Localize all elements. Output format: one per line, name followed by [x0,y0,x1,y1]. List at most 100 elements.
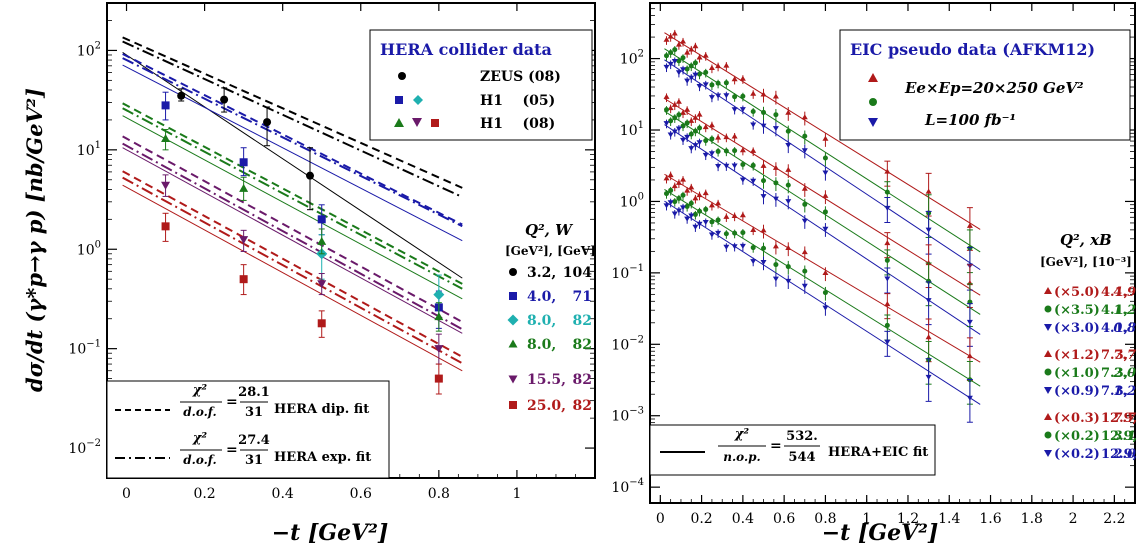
data-point [715,217,721,223]
kin-row-marker [1044,431,1052,439]
data-point [684,66,690,72]
data-point [675,179,682,185]
data-point [708,122,715,128]
data-point [671,129,678,135]
data-point [884,322,890,328]
right-y-tick-label-base: 10 [620,52,638,68]
left-y-tick-label-base: 10 [77,43,95,59]
left-x-tick-label: 0.2 [193,486,215,502]
kin-row-q2: 4.0, [527,289,556,305]
data-point [667,172,674,178]
data-point [663,121,670,127]
exp-fit-line [122,176,463,365]
kin-row-marker [1044,413,1052,420]
kin-row-marker [509,292,517,300]
data-point [715,134,722,140]
data-point [692,43,699,49]
data-point [680,192,686,198]
right-y-tick-label-base: 10 [620,123,638,139]
data-point [884,168,891,174]
right-y-tick-label-base: 10 [611,409,629,425]
data-point [671,101,678,107]
data-point [161,181,171,190]
right-x-tick-label: 1 [862,511,871,527]
left-y-tick-label: 102 [77,40,101,59]
solid-fit-line [122,184,463,372]
left-x-tick-label: 0.6 [350,486,372,502]
data-point [680,55,686,61]
data-point [239,236,249,245]
data-point [663,64,670,70]
kin-row-q2: 4.1, [1101,285,1128,300]
data-point [925,374,932,380]
data-point [715,230,722,236]
data-point [723,93,730,99]
data-point [696,54,703,60]
data-point [709,136,715,142]
data-point [760,162,767,168]
data-point [750,245,756,251]
data-point [740,93,746,99]
kin-row-xb: 2.0 [1112,447,1136,462]
data-point [785,142,792,148]
data-point [785,109,792,115]
data-point [760,227,767,233]
right-x-tick-label: 2 [1069,511,1078,527]
exp-fit-label: HERA exp. fit [274,450,371,465]
data-point [688,184,695,190]
left-y-axis-label: dσ/dt (γ*p→γ p) [nb/GeV²] [22,88,47,392]
left-x-tick-label: 0.4 [272,486,294,502]
left-y-tick-label-exp: 2 [95,40,101,51]
data-point [684,134,691,140]
data-point [702,152,709,158]
data-point [731,163,738,169]
data-point [680,205,687,211]
data-point [708,65,715,71]
kin-row-xb: 3.1 [1113,429,1136,444]
kin-row-xb: 1.2 [1113,303,1136,318]
kin-row-q2: 7.3, [1101,348,1128,363]
data-point [688,146,695,152]
data-point [760,260,767,266]
kin-row-marker [508,339,518,348]
data-point [739,177,746,183]
data-point [785,199,792,205]
left-y-tick-label: 101 [77,140,101,159]
data-point [434,312,444,321]
hera-legend-row-h1-05: H1 (05) [480,93,555,109]
data-point [884,301,891,307]
fit-legend: χ² d.o.f. = 28.1 31 HERA dip. fit χ² d.o… [106,380,390,479]
exp-fit-line [122,142,463,331]
data-point [663,175,670,181]
data-point [750,90,757,96]
right-data-points [663,29,973,423]
data-point [708,232,715,238]
left-kin-rows: 3.2, 104 4.0, 71 8.0, 82 8.0, 82 15.5, 82 25.0, 82 [507,265,592,414]
left-y-tick-label: 10−2 [68,438,101,457]
kin-row-scale: (×0.2) [1054,429,1100,444]
kin-row-scale: (×0.2) [1054,447,1100,462]
data-point [696,111,703,117]
hera-legend-row-h1-08: H1 (08) [480,116,555,132]
data-point [785,128,791,134]
exp-fit-line [122,40,463,198]
exp-fit-chi: χ² [192,431,208,446]
dip-fit-den: 31 [245,405,263,420]
data-point [822,170,829,176]
data-point [822,305,829,311]
data-point [740,162,746,168]
data-point [688,63,694,69]
data-point [772,126,779,132]
data-point [822,290,828,296]
zeus-marker [398,72,406,80]
kin-row-marker [507,314,519,326]
kin-row-q2: 7.3, [1101,384,1128,399]
data-point [697,71,703,77]
data-point [220,95,229,104]
data-point [750,162,756,168]
kin-row-q2: 25.0, [527,398,566,414]
data-point [688,200,694,206]
right-y-tick-label: 101 [620,120,644,139]
data-point [761,178,767,184]
